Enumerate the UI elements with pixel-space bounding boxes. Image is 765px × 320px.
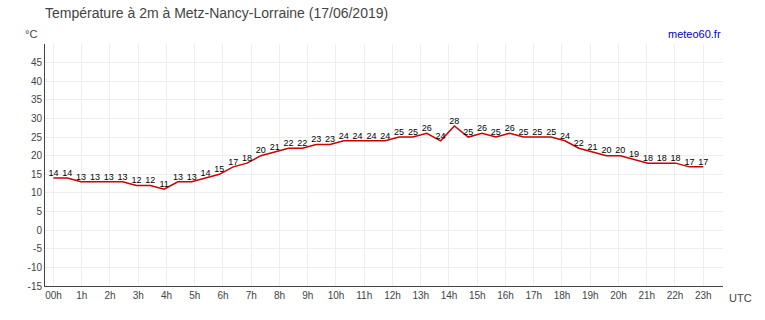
svg-text:2h: 2h (104, 290, 115, 301)
svg-text:9h: 9h (302, 290, 313, 301)
svg-text:3h: 3h (133, 290, 144, 301)
svg-text:11h: 11h (356, 290, 372, 301)
svg-text:20: 20 (256, 145, 266, 155)
svg-text:40: 40 (31, 76, 43, 87)
svg-text:12h: 12h (384, 290, 401, 301)
svg-text:8h: 8h (274, 290, 285, 301)
svg-text:45: 45 (31, 57, 43, 68)
svg-text:12: 12 (145, 175, 155, 185)
svg-text:°C: °C (25, 28, 37, 40)
svg-text:15: 15 (214, 164, 224, 174)
svg-text:21h: 21h (638, 290, 655, 301)
svg-text:25: 25 (463, 127, 473, 137)
svg-text:4h: 4h (161, 290, 172, 301)
svg-text:25: 25 (546, 127, 556, 137)
svg-text:21: 21 (588, 142, 598, 152)
svg-text:25: 25 (31, 132, 43, 143)
svg-text:21: 21 (270, 142, 280, 152)
svg-text:meteo60.fr: meteo60.fr (668, 28, 721, 40)
svg-text:Température à 2m à Metz-Nancy-: Température à 2m à Metz-Nancy-Lorraine (… (45, 5, 388, 21)
svg-text:14: 14 (48, 168, 58, 178)
svg-text:20: 20 (31, 150, 43, 161)
svg-text:18h: 18h (554, 290, 571, 301)
svg-text:20h: 20h (610, 290, 627, 301)
svg-text:24: 24 (366, 131, 376, 141)
svg-text:24: 24 (560, 131, 570, 141)
svg-text:22: 22 (574, 138, 584, 148)
svg-text:13: 13 (173, 172, 183, 182)
svg-text:1h: 1h (76, 290, 87, 301)
svg-text:24: 24 (380, 131, 390, 141)
svg-text:24: 24 (436, 131, 446, 141)
svg-text:5h: 5h (189, 290, 200, 301)
svg-text:18: 18 (671, 153, 681, 163)
svg-text:26: 26 (477, 123, 487, 133)
svg-text:30: 30 (31, 113, 43, 124)
svg-text:25: 25 (408, 127, 418, 137)
svg-text:-15: -15 (28, 281, 43, 292)
svg-text:17h: 17h (525, 290, 542, 301)
svg-text:19: 19 (629, 149, 639, 159)
svg-text:24: 24 (353, 131, 363, 141)
svg-text:22: 22 (297, 138, 307, 148)
svg-text:17: 17 (228, 157, 238, 167)
svg-text:UTC: UTC (729, 292, 752, 304)
svg-text:14: 14 (201, 168, 211, 178)
svg-text:25: 25 (491, 127, 501, 137)
svg-text:28: 28 (449, 116, 459, 126)
svg-text:18: 18 (242, 153, 252, 163)
svg-text:15: 15 (31, 169, 43, 180)
svg-text:-5: -5 (33, 243, 42, 254)
svg-text:13: 13 (187, 172, 197, 182)
svg-text:13: 13 (76, 172, 86, 182)
svg-text:17: 17 (684, 157, 694, 167)
svg-text:20: 20 (601, 145, 611, 155)
svg-text:26: 26 (505, 123, 515, 133)
svg-text:6h: 6h (217, 290, 228, 301)
svg-text:25: 25 (394, 127, 404, 137)
svg-text:7h: 7h (246, 290, 257, 301)
svg-text:-10: -10 (28, 262, 43, 273)
svg-text:5: 5 (36, 206, 42, 217)
svg-text:0: 0 (36, 225, 42, 236)
svg-text:18: 18 (657, 153, 667, 163)
svg-text:11: 11 (159, 179, 168, 189)
svg-text:14h: 14h (441, 290, 458, 301)
svg-text:10: 10 (31, 187, 43, 198)
svg-text:22h: 22h (667, 290, 684, 301)
svg-text:23h: 23h (695, 290, 712, 301)
svg-text:13: 13 (118, 172, 128, 182)
svg-text:35: 35 (31, 94, 43, 105)
svg-text:10h: 10h (328, 290, 345, 301)
svg-text:26: 26 (422, 123, 432, 133)
svg-text:16h: 16h (497, 290, 514, 301)
svg-text:25: 25 (519, 127, 529, 137)
svg-text:12: 12 (131, 175, 141, 185)
svg-text:24: 24 (339, 131, 349, 141)
svg-text:13: 13 (90, 172, 100, 182)
svg-text:23: 23 (325, 134, 335, 144)
svg-text:19h: 19h (582, 290, 599, 301)
svg-text:25: 25 (532, 127, 542, 137)
svg-text:00h: 00h (45, 290, 62, 301)
svg-text:23: 23 (311, 134, 321, 144)
svg-text:18: 18 (643, 153, 653, 163)
svg-text:13: 13 (104, 172, 114, 182)
svg-text:17: 17 (698, 157, 708, 167)
svg-text:22: 22 (283, 138, 293, 148)
svg-text:20: 20 (615, 145, 625, 155)
svg-text:14: 14 (62, 168, 72, 178)
svg-text:15h: 15h (469, 290, 486, 301)
svg-text:13h: 13h (412, 290, 429, 301)
